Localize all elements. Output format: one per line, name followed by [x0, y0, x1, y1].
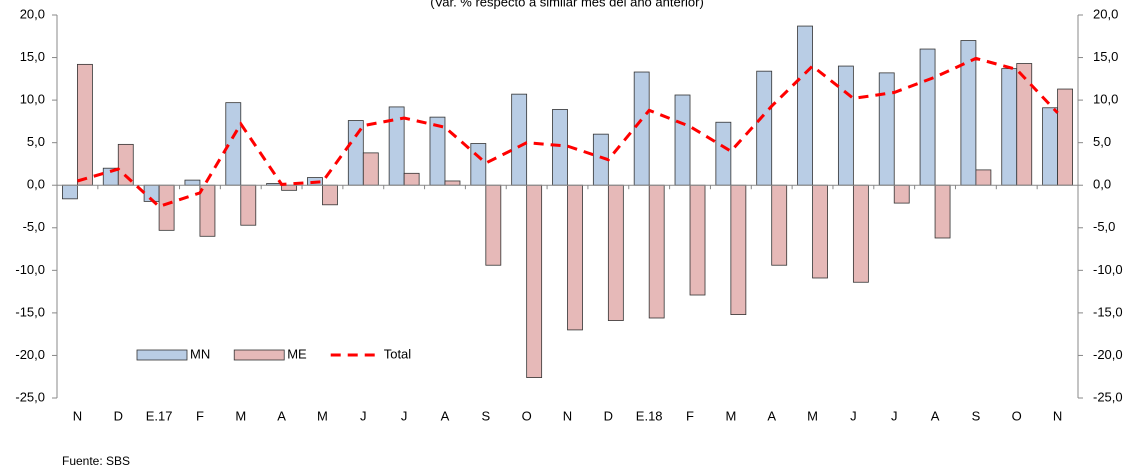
bar [199, 184, 216, 237]
x-tick-label: F [686, 408, 694, 423]
bar [960, 40, 977, 186]
bar [281, 184, 298, 191]
x-tick-label: J [850, 408, 857, 423]
bar [715, 121, 732, 186]
y2-tick-label: 20,0 [1093, 6, 1118, 21]
bar [1001, 68, 1018, 186]
bar [919, 48, 936, 186]
bar [1042, 107, 1058, 186]
x-tick-label: J [360, 408, 367, 423]
x-tick-label: S [481, 408, 490, 423]
legend-swatch [233, 349, 285, 361]
legend-swatch [136, 349, 188, 361]
x-tick-label: A [767, 408, 776, 423]
bar [62, 184, 78, 200]
bar [526, 184, 543, 378]
x-tick-label: E.18 [636, 408, 663, 423]
bar [552, 109, 568, 186]
x-tick-label: O [1012, 408, 1022, 423]
x-tick-label: E.17 [146, 408, 173, 423]
bar [1016, 63, 1033, 186]
y2-tick-label: 0,0 [1093, 177, 1111, 192]
bar [403, 172, 420, 186]
bar [975, 169, 992, 186]
bar [240, 184, 257, 226]
bar [756, 70, 773, 186]
bar [444, 180, 461, 186]
bar [797, 25, 813, 186]
y2-tick-label: 10,0 [1093, 92, 1118, 107]
bar [158, 184, 175, 231]
bar [511, 93, 528, 186]
x-tick-label: N [73, 408, 82, 423]
y-tick-label: -5,0 [23, 219, 45, 234]
bar [771, 184, 788, 266]
bar [607, 184, 624, 321]
bar [893, 184, 910, 204]
x-tick-label: F [196, 408, 204, 423]
y-tick-label: 20,0 [20, 6, 45, 21]
bar [812, 184, 828, 279]
y-tick-label: -10,0 [15, 262, 45, 277]
bar [689, 184, 706, 296]
bar [567, 184, 583, 331]
x-tick-label: A [277, 408, 286, 423]
bar [470, 143, 487, 186]
bar [77, 63, 93, 186]
x-tick-label: M [317, 408, 328, 423]
x-tick-label: O [522, 408, 532, 423]
bar [878, 72, 895, 186]
x-tick-label: D [114, 408, 123, 423]
y2-tick-label: -15,0 [1093, 304, 1123, 319]
x-tick-label: N [563, 408, 572, 423]
bar [362, 152, 379, 186]
bar [934, 184, 951, 239]
x-tick-label: A [441, 408, 450, 423]
bar [730, 184, 747, 315]
bar [184, 179, 201, 186]
bar [633, 71, 650, 186]
bar [674, 94, 691, 186]
y-tick-label: -25,0 [15, 389, 45, 404]
y-tick-label: 15,0 [20, 49, 45, 64]
x-tick-label: J [401, 408, 408, 423]
bar [1057, 88, 1073, 186]
x-tick-label: M [235, 408, 246, 423]
bar [485, 184, 502, 266]
source: Fuente: SBS [62, 454, 130, 468]
x-tick-label: J [891, 408, 898, 423]
legend-label: ME [287, 346, 307, 361]
y-tick-label: 10,0 [20, 92, 45, 107]
y2-tick-label: -25,0 [1093, 389, 1123, 404]
bar [322, 184, 338, 206]
bar [852, 184, 869, 283]
x-tick-label: S [972, 408, 981, 423]
x-tick-label: M [725, 408, 736, 423]
y-tick-label: -15,0 [15, 304, 45, 319]
y2-tick-label: -5,0 [1093, 219, 1115, 234]
x-tick-label: D [604, 408, 613, 423]
chart-subtitle: (Var. % respecto a similar mes del año a… [430, 0, 704, 9]
bar [225, 102, 242, 186]
y2-tick-label: -10,0 [1093, 262, 1123, 277]
bar [648, 184, 665, 319]
line [76, 56, 1059, 209]
y2-tick-label: 15,0 [1093, 49, 1118, 64]
y-tick-label: 5,0 [27, 134, 45, 149]
bar [837, 65, 854, 186]
y-tick-label: -20,0 [15, 347, 45, 362]
legend-label: MN [190, 346, 210, 361]
x-tick-label: A [931, 408, 940, 423]
legend-label: Total [384, 346, 412, 361]
y-tick-label: 0,0 [27, 177, 45, 192]
x-tick-label: M [807, 408, 818, 423]
y2-tick-label: 5,0 [1093, 134, 1111, 149]
x-tick-label: N [1053, 408, 1062, 423]
y2-tick-label: -20,0 [1093, 347, 1123, 362]
